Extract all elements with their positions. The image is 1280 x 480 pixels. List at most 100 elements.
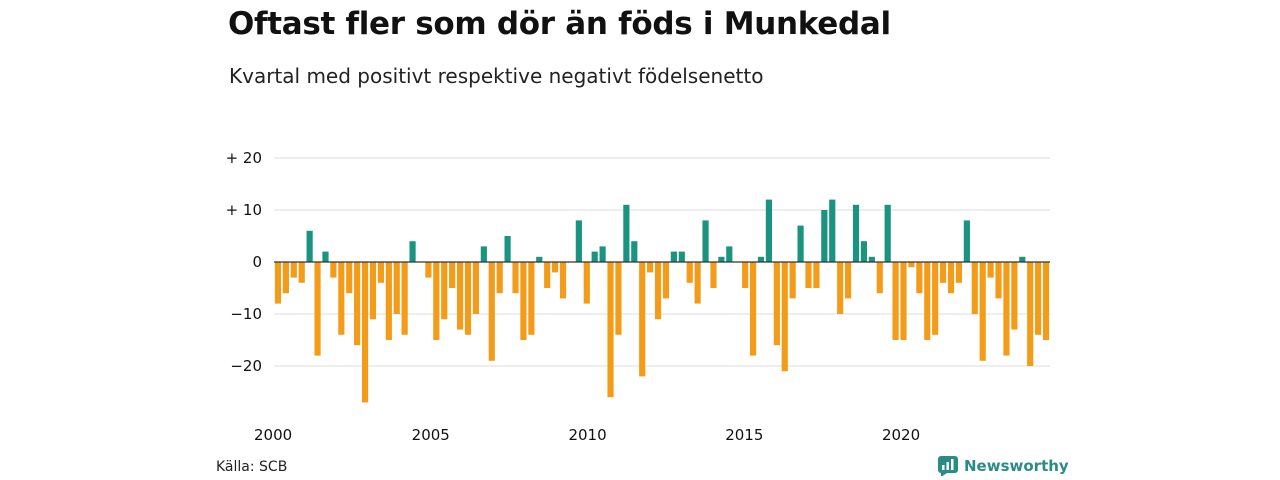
chart-subtitle: Kvartal med positivt respektive negativt… [229,64,764,88]
bar: 2015 K2: 1 [757,256,765,262]
bar: 2006 K3: 3 [480,246,487,262]
bar: 2000 K4: -4 [298,262,305,283]
bar: 2021 K3: -4 [955,262,963,283]
bar: 2024 K2: -15 [1042,262,1050,340]
bar: 2001 K3: 2 [322,251,329,262]
bar: 2024 K1: -14 [1035,262,1042,335]
bar: 2011 K3: -22 [639,262,646,377]
bar: 2008 K2: 1 [536,256,543,262]
bar: 2021 K4: 8 [963,220,970,262]
bar: 2009 K1: -7 [559,262,567,299]
bar: 2012 K2: -7 [662,262,670,299]
bar: 2000 K1: -8 [274,262,282,304]
y-axis-ticks: + 20 + 10 0 −10 −20 [226,149,262,375]
bar: 2019 K4: -15 [900,262,907,340]
y-tick-label: −10 [230,305,262,323]
bar: 2019 K2: 11 [884,204,891,262]
bar: 2020 K1: -1 [908,262,915,268]
bar: 2008 K1: -14 [528,262,535,335]
bar: 2022 K4: -7 [995,262,1002,299]
bar: 2009 K3: 8 [575,220,582,262]
bar: 2014 K1: 1 [718,256,725,262]
bar: 2022 K3: -3 [987,262,994,278]
bar: 2012 K3: 2 [670,251,677,262]
bar: 2018 K1: -7 [844,262,852,299]
bar: 2017 K1: -5 [813,262,820,288]
bar: 2001 K2: -18 [314,262,321,356]
bar: 2008 K4: -2 [552,262,559,273]
bar: 2020 K4: -14 [932,262,939,335]
bar: 2005 K2: -11 [441,262,448,320]
x-tick-label: 2020 [882,426,920,444]
bar: 2007 K1: -6 [496,262,503,294]
bar: 2010 K2: 3 [599,246,606,262]
bar: 2005 K3: -5 [449,262,456,288]
bar: 2011 K1: 11 [623,204,630,262]
bar: 2006 K2: -10 [472,262,480,314]
bar: 2008 K3: -5 [544,262,551,288]
bar: 2003 K2: -4 [377,262,384,283]
bar: 2018 K3: 4 [860,241,868,262]
bar: 2018 K2: 11 [852,204,860,262]
y-tick-label: 0 [252,253,262,271]
bar: 2004 K1: -14 [401,262,408,335]
bar: 2013 K3: 8 [702,220,709,262]
bar: 2020 K3: -15 [924,262,931,340]
bar: 2007 K2: 5 [504,236,511,262]
bar: 2022 K1: -10 [971,262,978,314]
bar: 2003 K1: -11 [369,262,377,320]
bar: 2015 K1: -18 [749,262,757,356]
x-tick-label: 2000 [254,426,292,444]
bar: 2021 K2: -6 [947,262,955,294]
bar: 2015 K4: -16 [773,262,780,346]
bar: 2017 K2: 10 [821,210,828,262]
x-tick-label: 2010 [568,426,606,444]
bar: 2004 K4: -3 [425,262,432,278]
bar: 2001 K4: -3 [330,262,337,278]
bar: 2016 K1: -21 [781,262,788,372]
newsworthy-icon [938,456,958,476]
bar: 2007 K3: -6 [512,262,519,294]
y-tick-label: + 20 [226,149,262,167]
bar: 2002 K4: -27 [361,262,369,403]
bar: 2000 K3: -3 [290,262,297,278]
bar: 2000 K2: -6 [282,262,289,294]
bar: 2010 K1: 2 [591,251,598,262]
bar: 2019 K3: -15 [892,262,899,340]
bar: 2011 K2: 4 [631,241,638,262]
y-tick-label: −20 [230,357,262,375]
bar: 2004 K2: 4 [409,241,416,262]
chart-title: Oftast fler som dör än föds i Munkedal [228,6,891,42]
x-axis-ticks: 2000 2005 2010 2015 2020 [254,426,920,444]
bar: 2017 K4: -10 [837,262,844,314]
bar: 2023 K4: -20 [1027,262,1034,366]
brand-name: Newsworthy [964,457,1069,475]
bar: 2020 K2: -6 [916,262,923,294]
bar: 2014 K4: -5 [742,262,749,288]
bar: 2016 K3: 7 [797,225,804,262]
x-tick-label: 2005 [412,426,450,444]
bar: 2010 K4: -14 [615,262,622,335]
bar: 2019 K1: -6 [876,262,883,294]
bar: 2003 K3: -15 [385,262,392,340]
bar: 2009 K4: -8 [583,262,590,304]
bar: 2015 K3: 12 [765,199,772,262]
bar: 2007 K4: -15 [520,262,527,340]
grid-lines [274,157,1050,367]
bar: 2013 K4: -5 [710,262,717,288]
bar: 2023 K1: -18 [1003,262,1010,356]
bar: 2006 K1: -14 [464,262,472,335]
bar: 2012 K1: -11 [654,262,662,320]
bar: 2016 K4: -5 [805,262,812,288]
y-tick-label: + 10 [226,201,262,219]
bar: 2014 K2: 3 [726,246,733,262]
bar: 2021 K1: -4 [940,262,947,283]
bar: 2005 K4: -13 [456,262,464,330]
bar: 2012 K4: 2 [678,251,685,262]
bar: 2010 K3: -26 [607,262,614,398]
source-note: Källa: SCB [216,459,288,475]
bar: 2013 K2: -8 [694,262,701,304]
bar: 2022 K2: -19 [979,262,986,361]
bar: 2023 K2: -13 [1011,262,1018,330]
